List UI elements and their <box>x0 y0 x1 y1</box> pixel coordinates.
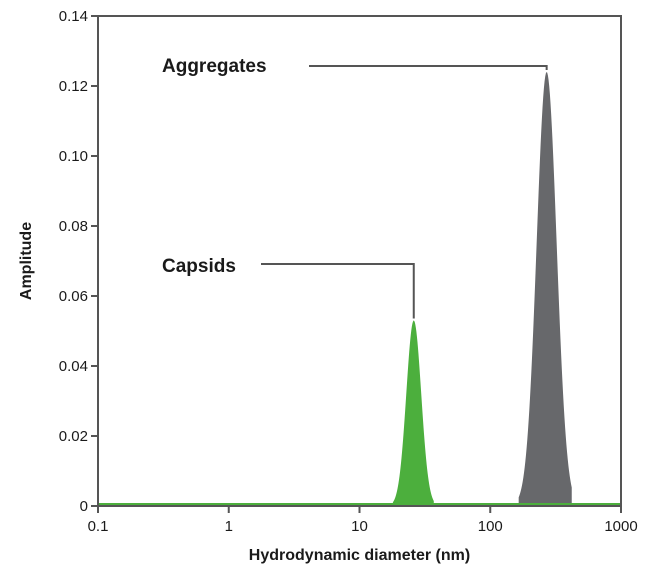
ticks-layer: 0.1 1 10 100 1000 0 0.02 0.04 0.06 0.08 0.10 0.12 0.… <box>59 8 638 535</box>
y-tick-label: 0.06 <box>59 288 88 305</box>
peak-aggregates <box>518 72 572 506</box>
x-tick-label: 100 <box>478 518 503 535</box>
y-tick-label: 0 <box>80 498 88 515</box>
leader-line-aggregates <box>309 65 548 70</box>
x-tick-label: 10 <box>351 518 368 535</box>
y-tick-label: 0.10 <box>59 148 88 165</box>
y-tick-label: 0.14 <box>59 8 88 25</box>
y-tick-label: 0.08 <box>59 218 88 235</box>
annotation-capsids: Capsids <box>162 256 236 277</box>
annotation-aggregates: Aggregates <box>162 56 267 77</box>
x-axis-title: Hydrodynamic diameter (nm) <box>249 547 470 564</box>
x-tick-label: 1 <box>225 518 233 535</box>
y-tick-label: 0.04 <box>59 358 88 375</box>
x-tick-label: 0.1 <box>88 518 109 535</box>
annotations-layer: Aggregates Capsids <box>162 56 548 319</box>
peaks-layer <box>392 72 572 506</box>
y-tick-label: 0.02 <box>59 428 88 445</box>
y-axis-title: Amplitude <box>18 222 35 300</box>
y-tick-label: 0.12 <box>59 78 88 95</box>
leader-line-capsids <box>261 263 415 319</box>
peak-capsids <box>392 320 434 506</box>
x-tick-label: 1000 <box>604 518 637 535</box>
